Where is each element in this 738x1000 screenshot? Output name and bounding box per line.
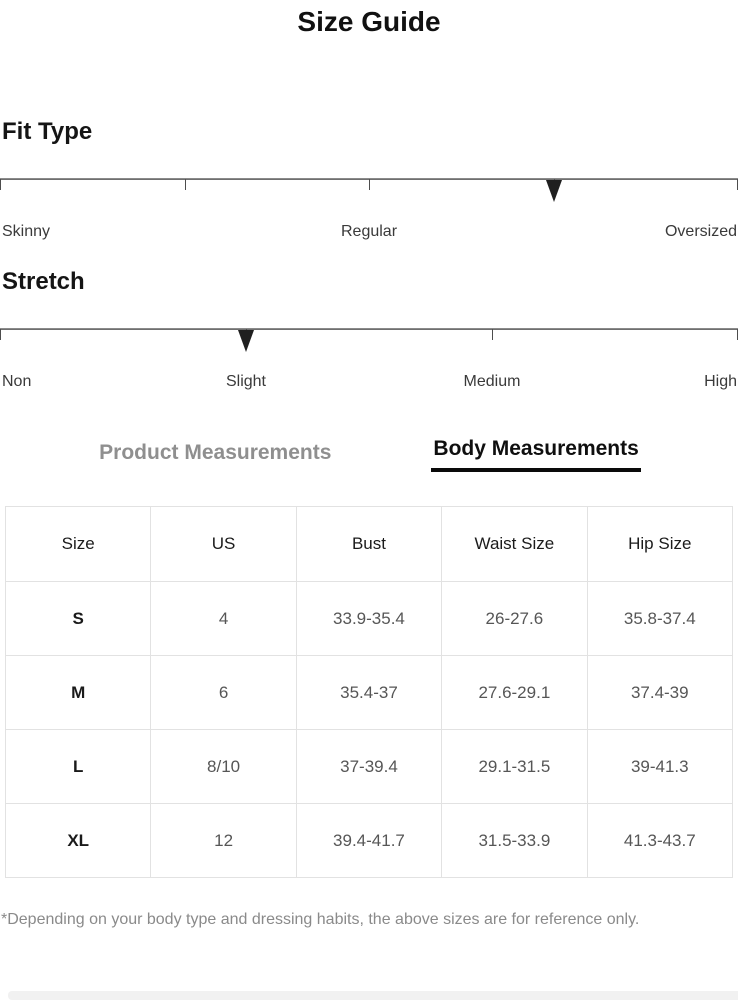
table-row-l: L 8/10 37-39.4 29.1-31.5 39-41.3 [4, 729, 734, 804]
fit-type-marker-icon [545, 180, 562, 202]
reference-footnote: *Depending on your body type and dressin… [1, 911, 640, 928]
cell-waist: 26-27.6 [441, 581, 588, 656]
stretch-slider: Non Slight Medium High [0, 328, 738, 392]
cell-us: 6 [150, 655, 297, 730]
table-row-s: S 4 33.9-35.4 26-27.6 35.8-37.4 [4, 581, 734, 656]
column-header-hip: Hip Size [586, 506, 734, 582]
stretch-heading: Stretch [2, 268, 85, 295]
cell-us: 4 [150, 581, 297, 656]
cell-hip: 35.8-37.4 [586, 581, 734, 656]
cell-hip: 37.4-39 [586, 655, 734, 730]
stretch-slider-track [0, 328, 738, 330]
stretch-tick [492, 329, 493, 340]
tab-body-measurements[interactable]: Body Measurements [431, 436, 641, 472]
fit-type-option-regular: Regular [340, 223, 398, 240]
fit-type-heading: Fit Type [2, 118, 93, 145]
cell-waist: 27.6-29.1 [441, 655, 588, 730]
column-header-waist: Waist Size [441, 506, 588, 582]
fit-type-tick [184, 179, 186, 190]
size-table: Size US Bust Waist Size Hip Size S 4 33.… [4, 506, 734, 878]
cell-size: XL [4, 803, 152, 878]
cell-bust: 33.9-35.4 [295, 581, 443, 656]
column-header-us: US [150, 506, 297, 582]
cell-hip: 39-41.3 [586, 729, 734, 804]
page-title: Size Guide [297, 6, 441, 37]
measurement-tabs: Product Measurements Body Measurements [0, 436, 738, 472]
cell-hip: 41.3-43.7 [586, 803, 734, 878]
table-row-xl: XL 12 39.4-41.7 31.5-33.9 41.3-43.7 [4, 803, 734, 878]
stretch-option-high: High [704, 373, 737, 390]
cell-waist: 31.5-33.9 [441, 803, 588, 878]
cell-bust: 37-39.4 [295, 729, 443, 804]
cell-waist: 29.1-31.5 [441, 729, 588, 804]
cell-size: M [4, 655, 152, 730]
cell-bust: 39.4-41.7 [295, 803, 443, 878]
table-row-m: M 6 35.4-37 27.6-29.1 37.4-39 [4, 655, 734, 730]
cell-us: 8/10 [150, 729, 297, 804]
cell-bust: 35.4-37 [295, 655, 443, 730]
stretch-option-medium: Medium [463, 373, 521, 390]
cell-size: S [4, 581, 152, 656]
fit-type-tick [369, 179, 370, 190]
next-section-divider [8, 991, 738, 1000]
fit-type-option-skinny: Skinny [2, 223, 51, 240]
cell-size: L [4, 729, 152, 804]
stretch-option-non: Non [2, 373, 32, 390]
fit-type-option-oversized: Oversized [664, 223, 737, 240]
column-header-size: Size [4, 506, 152, 582]
stretch-option-slight: Slight [225, 373, 266, 390]
stretch-marker-icon [237, 330, 254, 352]
fit-type-slider: Skinny Regular Oversized [0, 178, 738, 242]
cell-us: 12 [150, 803, 297, 878]
stretch-tick [0, 329, 1, 340]
tab-product-measurements[interactable]: Product Measurements [99, 441, 332, 464]
column-header-bust: Bust [295, 506, 443, 582]
size-table-header-row: Size US Bust Waist Size Hip Size [4, 506, 734, 582]
fit-type-tick [0, 179, 1, 190]
